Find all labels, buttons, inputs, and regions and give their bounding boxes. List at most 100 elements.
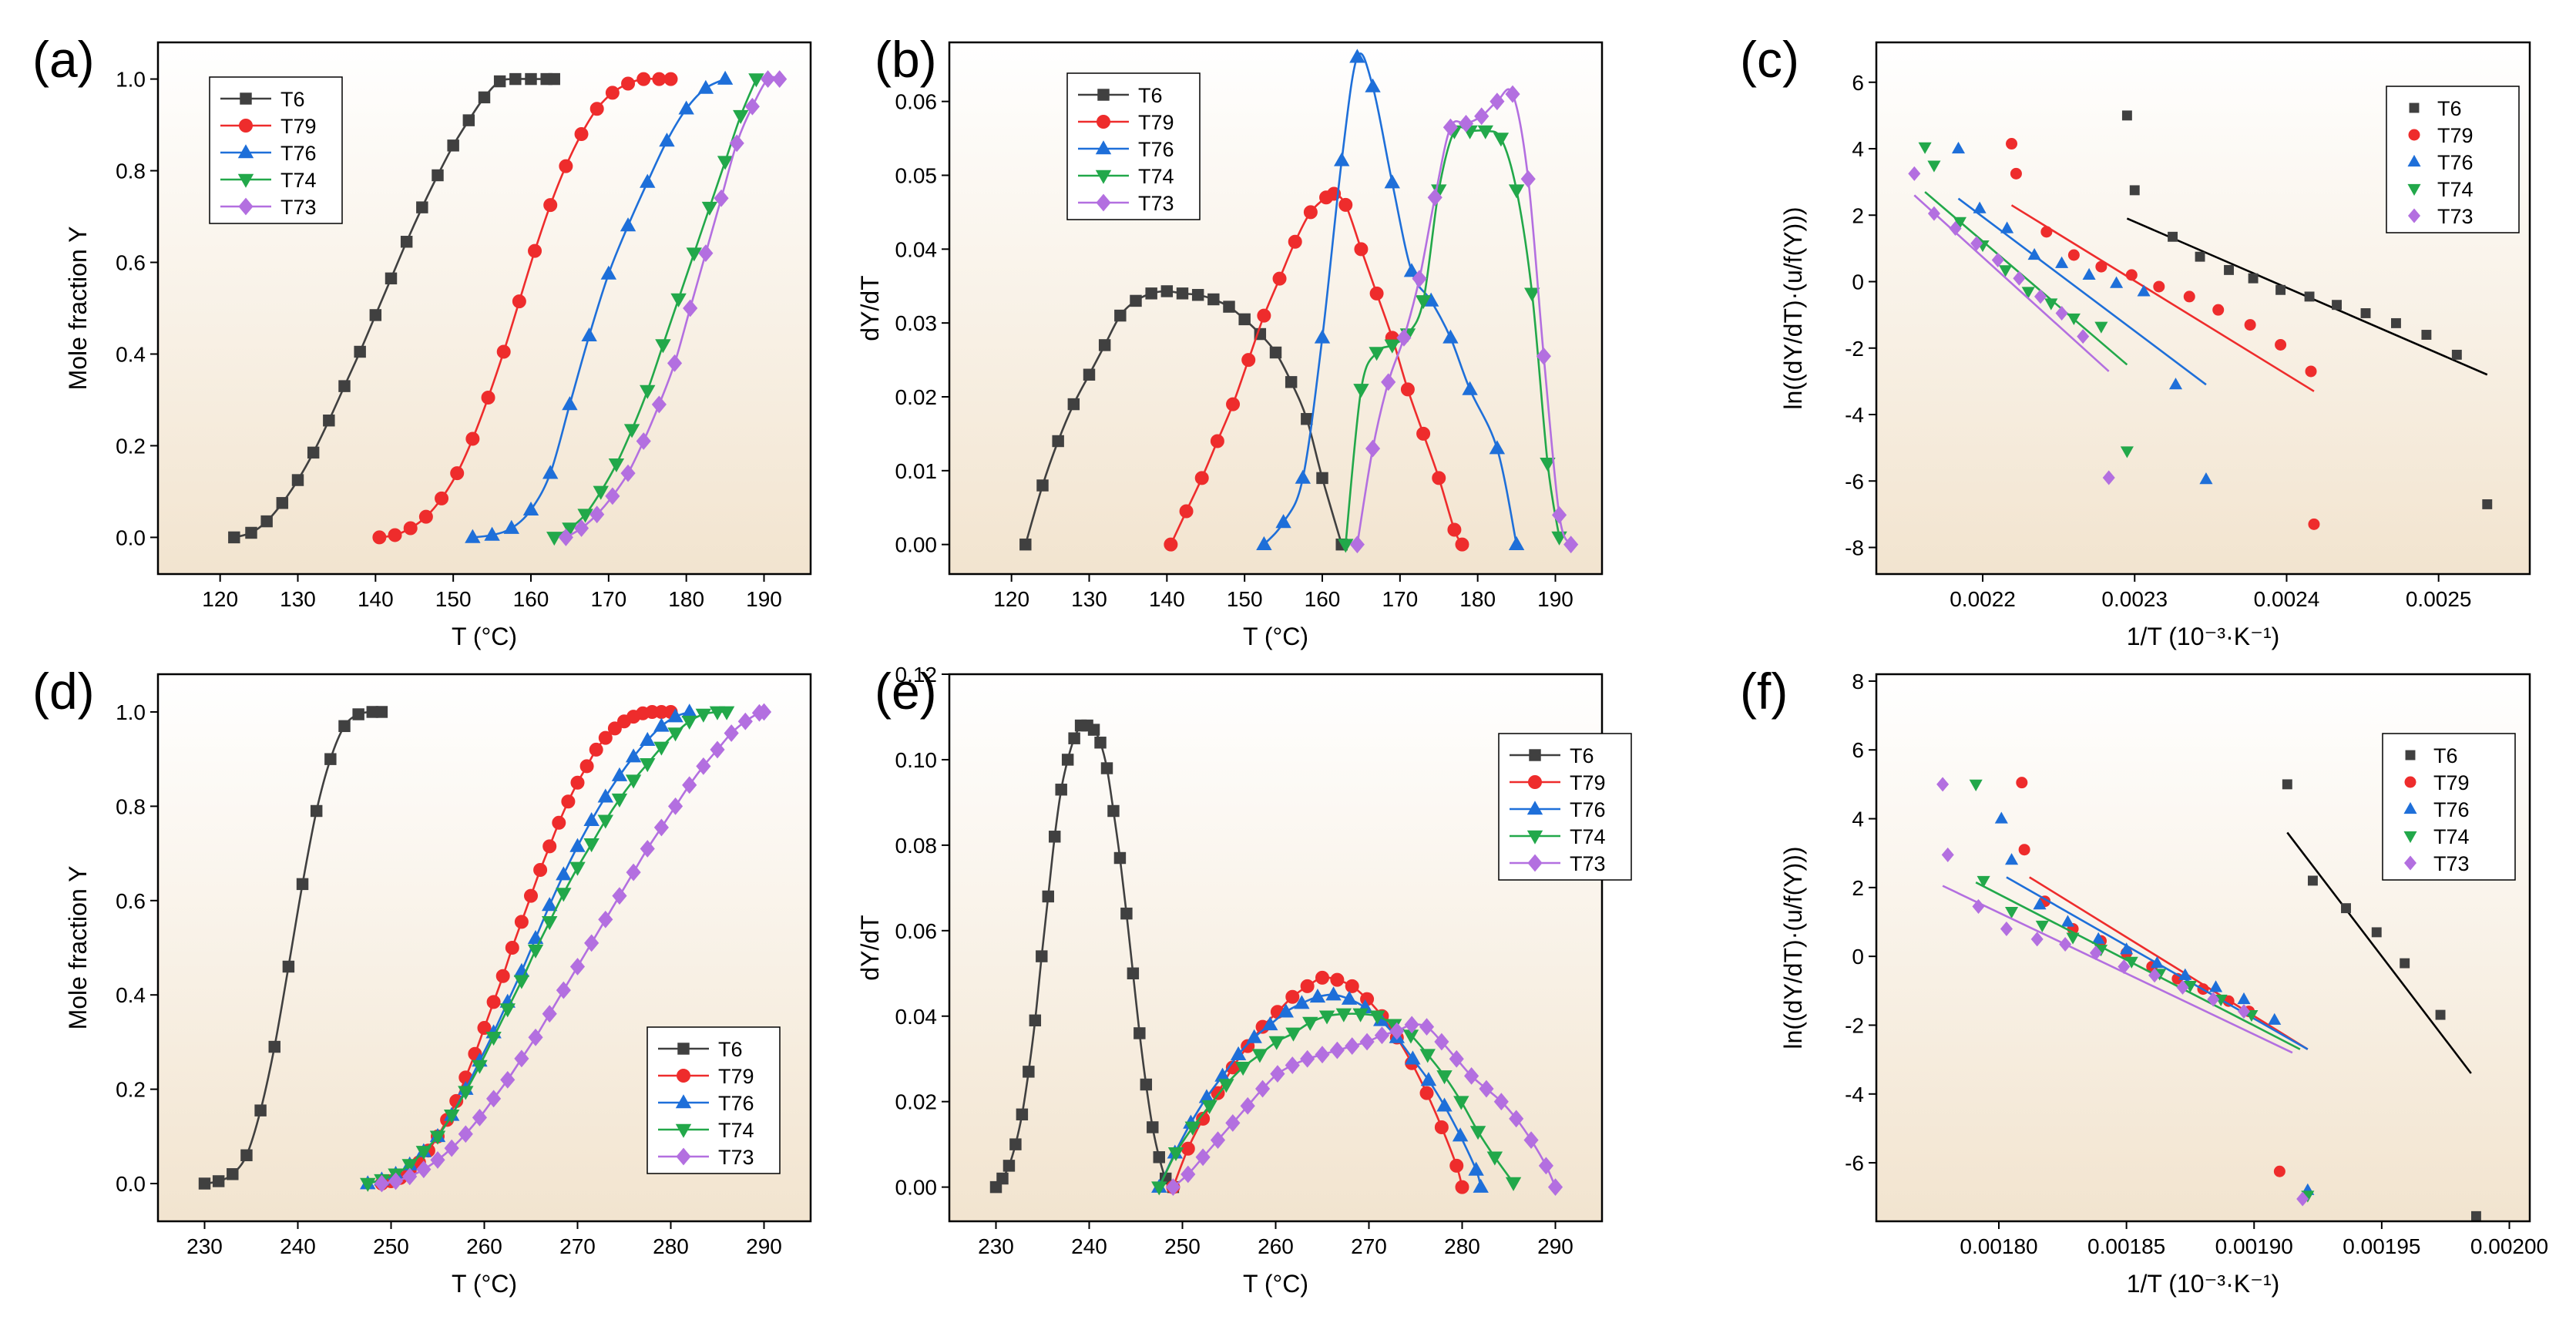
data-point-T79 (2018, 844, 2030, 856)
series-T76 (1951, 141, 2213, 485)
data-point-T76 (600, 265, 617, 280)
legend-label-T6: T6 (1138, 84, 1163, 107)
data-point-T6 (2304, 291, 2315, 302)
series-line-T76 (1158, 993, 1482, 1188)
legend-marker-T79 (677, 1069, 690, 1083)
data-point-T76 (640, 173, 656, 188)
data-point-T74 (1419, 1049, 1436, 1063)
panel-a: (a) 120 130 140 150 160 170 180 190 0.0 0.2 0.4 0.6 0… (32, 31, 812, 650)
data-point-T73 (1419, 1018, 1435, 1036)
data-point-T6 (2451, 349, 2462, 360)
data-point-T6 (1094, 737, 1107, 749)
data-point-T73 (1536, 347, 1551, 365)
data-point-T79 (1434, 1120, 1449, 1134)
data-point-T6 (1130, 294, 1142, 307)
data-point-T73 (528, 1028, 543, 1046)
data-point-T76 (2082, 267, 2096, 280)
data-point-T74 (655, 339, 671, 354)
data-point-T76 (2237, 992, 2251, 1005)
legend-label-T73: T73 (1570, 852, 1606, 875)
y-tick-label: 0.0 (116, 1172, 146, 1196)
fit-line-T74 (1975, 881, 2301, 1050)
y-tick-label: 0.04 (895, 237, 938, 261)
x-tick-label: 170 (590, 587, 626, 611)
data-point-T73 (1365, 439, 1381, 458)
data-point-T73 (2102, 470, 2115, 485)
data-point-T73 (1449, 1049, 1464, 1068)
data-point-T73 (1551, 505, 1567, 524)
data-point-T6 (462, 114, 475, 126)
series-line-T6 (233, 78, 555, 539)
data-point-T79 (1455, 537, 1469, 552)
data-point-T73 (556, 981, 571, 999)
x-tick-label: 0.00200 (2470, 1234, 2548, 1258)
x-tick-label: 0.0024 (2254, 587, 2320, 611)
y-axis-title: ln((dY/dT)·(u/f(Y))) (1779, 207, 1807, 409)
y-tick-label: -8 (1845, 536, 1864, 560)
data-point-T6 (260, 515, 273, 528)
legend-label-T76: T76 (1570, 798, 1606, 821)
legend-label-T6: T6 (280, 88, 305, 111)
data-point-T79 (574, 126, 589, 141)
data-point-T79 (2040, 226, 2053, 238)
data-point-T6 (245, 526, 257, 539)
legend-marker-T73 (2403, 855, 2417, 871)
data-point-T73 (1972, 898, 1985, 914)
y-tick-label: -2 (1845, 337, 1864, 361)
data-point-T6 (493, 75, 506, 88)
legend-label-T6: T6 (2433, 744, 2458, 767)
data-point-T6 (352, 708, 364, 720)
data-point-T73 (589, 505, 605, 524)
data-point-T79 (1179, 504, 1194, 519)
data-point-T76 (2137, 284, 2151, 297)
data-point-T74 (1318, 1010, 1335, 1025)
panel-f: (f) 0.00180 0.00185 0.00190 0.00195 0.00200 -6… (1740, 663, 2548, 1298)
data-point-T74 (1234, 1062, 1251, 1076)
data-point-T73 (573, 519, 589, 537)
data-point-T76 (1309, 988, 1326, 1003)
x-tick-label: 130 (1071, 587, 1107, 611)
data-point-T74 (1251, 1049, 1268, 1063)
data-point-T76 (2033, 898, 2047, 910)
data-point-T76 (2209, 980, 2223, 992)
data-point-T74 (2124, 956, 2138, 969)
data-point-T73 (1908, 166, 1921, 181)
data-point-T73 (1442, 118, 1458, 136)
y-tick-label: 0.06 (895, 90, 938, 114)
data-point-T6 (1238, 313, 1251, 326)
data-point-T6 (400, 236, 413, 248)
y-tick-label: 0.6 (116, 889, 146, 913)
panel-label: (d) (32, 663, 95, 720)
data-point-T79 (1210, 434, 1224, 448)
x-axis-title: T (°C) (1243, 623, 1308, 650)
data-point-T76 (1973, 201, 1987, 213)
x-axis-title: T (°C) (452, 1270, 517, 1298)
data-point-T6 (1036, 479, 1049, 492)
y-axis-title: Mole fraction Y (64, 866, 92, 1030)
data-point-T6 (2121, 110, 2132, 121)
data-point-T76 (527, 929, 544, 945)
data-point-T73 (558, 529, 573, 546)
x-tick-label: 150 (1227, 587, 1263, 611)
data-point-T6 (478, 91, 491, 104)
series-T74 (546, 73, 764, 546)
data-point-T76 (2005, 853, 2019, 865)
legend-label-T76: T76 (2437, 151, 2474, 174)
data-point-T73 (620, 464, 636, 482)
data-point-T76 (2199, 472, 2213, 485)
x-tick-label: 250 (373, 1234, 409, 1258)
data-point-T73 (416, 1160, 432, 1179)
series-line-T76 (472, 78, 726, 539)
legend-box (647, 1026, 781, 1174)
y-tick-label: 0.10 (895, 748, 938, 772)
data-point-T6 (338, 380, 351, 392)
data-point-T73 (1970, 236, 1983, 251)
data-point-T74 (2035, 920, 2049, 933)
series-T73 (558, 70, 788, 546)
data-point-T73 (737, 712, 753, 730)
series-T6 (989, 719, 1180, 1194)
data-point-T79 (1419, 1086, 1434, 1100)
legend-marker-T74 (2403, 831, 2417, 844)
data-point-T76 (667, 708, 683, 723)
data-point-T73 (640, 840, 655, 858)
